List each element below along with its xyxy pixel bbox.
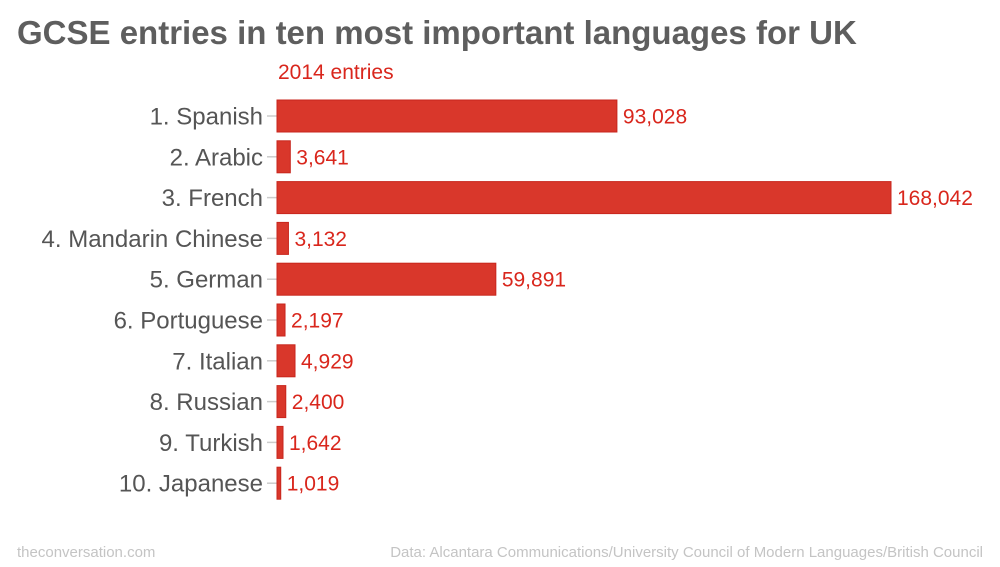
value-label: 1,642 [289, 432, 342, 455]
bar [276, 181, 892, 215]
value-label: 93,028 [623, 106, 687, 129]
category-label: 7. Italian [172, 348, 263, 375]
bar [276, 99, 618, 133]
bar [276, 466, 282, 500]
value-label: 2,197 [291, 310, 344, 333]
value-label: 59,891 [502, 269, 566, 292]
bar [276, 344, 296, 378]
bar [276, 303, 286, 337]
category-label: 9. Turkish [159, 430, 263, 457]
category-label: 6. Portuguese [114, 308, 263, 335]
category-label: 2. Arabic [170, 144, 263, 171]
source-site: theconversation.com [17, 544, 156, 561]
value-label: 168,042 [897, 187, 973, 210]
category-label: 4. Mandarin Chinese [42, 226, 263, 253]
bar [276, 140, 291, 174]
value-label: 3,641 [296, 146, 349, 169]
value-label: 1,019 [287, 473, 340, 496]
chart-subtitle: 2014 entries [278, 61, 394, 84]
category-label: 3. French [162, 185, 263, 212]
category-label: 8. Russian [150, 389, 263, 416]
category-label: 5. German [150, 267, 263, 294]
value-label: 3,132 [294, 228, 347, 251]
category-label: 1. Spanish [150, 104, 263, 131]
data-credit: Data: Alcantara Communications/Universit… [390, 544, 983, 561]
bar [276, 262, 497, 296]
value-label: 4,929 [301, 350, 354, 373]
bar [276, 385, 287, 419]
value-label: 2,400 [292, 391, 345, 414]
bar [276, 221, 289, 255]
category-label: 10. Japanese [119, 471, 263, 498]
bar [276, 425, 284, 459]
chart-title: GCSE entries in ten most important langu… [17, 14, 857, 51]
